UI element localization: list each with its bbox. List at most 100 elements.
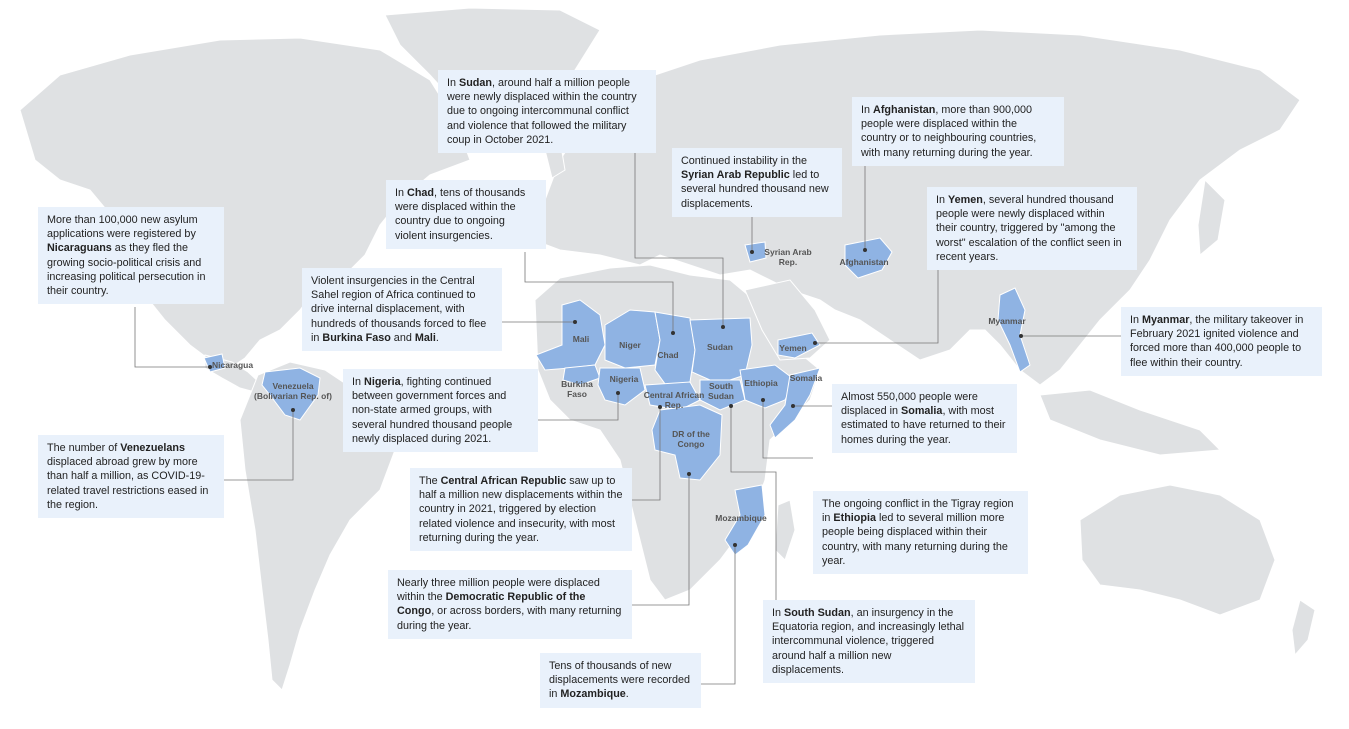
country-label-line: Venezuela	[272, 381, 313, 391]
callout-text: .	[435, 331, 439, 344]
callout-country: Nicaraguans	[47, 242, 112, 255]
callout-text: , tens of thousands were displaced withi…	[395, 187, 526, 242]
leader-sudan	[634, 152, 724, 327]
callout-yemen: In Yemen, several hundred thousand peopl…	[927, 187, 1137, 271]
callout-nicaragua: More than 100,000 new asylum application…	[38, 207, 224, 305]
leader-venezuela	[222, 410, 294, 481]
label-nigeria: Nigeria	[610, 374, 639, 384]
callout-text: , an insurgency in the Equatoria region,…	[772, 607, 965, 676]
callout-text: The number of	[47, 442, 121, 454]
label-syria: Syrian Arab Rep.	[764, 247, 811, 267]
leader-yemen	[815, 268, 939, 344]
callout-text: Nearly three million people were displac…	[397, 577, 600, 604]
callout-country: Burkina Faso	[322, 331, 391, 344]
ethiopia-shape	[739, 364, 796, 409]
dot-nicaragua	[208, 365, 212, 369]
callout-text: led to several million more people being…	[822, 512, 1008, 567]
nigeria-shape	[597, 367, 646, 406]
callout-country: Syrian Arab Republic	[681, 169, 790, 182]
yemen-shape	[777, 332, 821, 359]
callout-text: and	[390, 331, 415, 344]
leader-nicaragua	[134, 307, 210, 368]
callout-text: In	[447, 77, 460, 89]
callout-country: Afghanistan	[873, 104, 936, 116]
country-label-line: Ethiopia	[744, 378, 778, 388]
country-label-line: (Bolivarian Rep. of)	[254, 391, 332, 401]
country-label-line: Syrian Arab	[764, 247, 811, 257]
burkina-faso-shape	[562, 364, 601, 386]
callout-text: saw up to half a million new displacemen…	[419, 475, 623, 544]
callout-country: Venezuelans	[120, 442, 186, 454]
dot-ethiopia	[761, 398, 765, 402]
japan	[1197, 178, 1226, 257]
country-label-line: Sudan	[708, 391, 734, 401]
country-label-line: Nigeria	[610, 374, 639, 384]
syria-shape	[744, 241, 767, 263]
callout-country: Central African Republic	[440, 475, 567, 487]
somalia-shape	[769, 367, 821, 439]
callout-venezuela: The number of Venezuelans displaced abro…	[38, 435, 224, 519]
highlighted-countries	[203, 237, 1031, 556]
dot-myanmar	[1019, 334, 1023, 338]
label-nicaragua: Nicaragua	[212, 360, 253, 370]
label-niger: Niger	[619, 340, 641, 350]
callout-country: Mali	[414, 331, 436, 344]
country-label-line: Faso	[567, 389, 587, 399]
dot-somalia	[791, 404, 795, 408]
venezuela-shape	[261, 367, 321, 421]
callout-text: , more than 900,000 people were displace…	[861, 104, 1037, 159]
callout-country: Chad	[407, 187, 435, 199]
dot-sudan	[721, 325, 725, 329]
label-car: Central African Rep.	[644, 390, 705, 410]
new-zealand	[1291, 599, 1316, 657]
country-label-line: South	[709, 381, 733, 391]
country-label-line: Niger	[619, 340, 641, 350]
leader-nigeria	[538, 393, 619, 421]
label-chad: Chad	[657, 350, 678, 360]
dot-mali	[573, 320, 577, 324]
dot-afghanistan	[863, 248, 867, 252]
country-label-line: Burkina	[561, 379, 593, 389]
afghanistan-shape	[844, 237, 893, 279]
callout-text: In	[352, 376, 365, 388]
callout-sahel: Violent insurgencies in the Central Sahe…	[302, 268, 502, 352]
callout-text: The	[419, 475, 441, 487]
country-label-line: Nicaragua	[212, 360, 253, 370]
dot-car	[658, 405, 662, 409]
country-label-line: Afghanistan	[839, 257, 888, 267]
callout-text: In	[936, 194, 949, 206]
dot-yemen	[813, 341, 817, 345]
label-venezuela: Venezuela (Bolivarian Rep. of)	[254, 381, 332, 401]
callout-text: , or across borders, with many returning…	[397, 605, 622, 632]
callout-text: .	[625, 688, 629, 701]
label-mali: Mali	[573, 334, 590, 344]
callout-country: Somalia	[901, 405, 943, 418]
callout-south-sudan: In South Sudan, an insurgency in the Equ…	[763, 600, 975, 684]
dot-venezuela	[291, 408, 295, 412]
callout-text: The ongoing conflict in the Tigray regio…	[822, 498, 1014, 525]
country-label-line: Congo	[678, 439, 705, 449]
callout-country: Sudan	[459, 77, 493, 89]
callout-text: Tens of thousands of new displacements w…	[549, 660, 691, 701]
dot-mozambique	[733, 543, 737, 547]
callout-mozambique: Tens of thousands of new displacements w…	[540, 653, 701, 708]
callout-afghanistan: In Afghanistan, more than 900,000 people…	[852, 97, 1064, 166]
location-dots	[208, 248, 1023, 547]
callout-car: The Central African Republic saw up to h…	[410, 468, 632, 552]
callout-ethiopia: The ongoing conflict in the Tigray regio…	[813, 491, 1028, 575]
leader-chad	[524, 252, 674, 333]
callout-country: Nigeria	[364, 376, 401, 388]
dot-chad	[671, 331, 675, 335]
label-ethiopia: Ethiopia	[744, 378, 778, 388]
drc-shape	[651, 404, 723, 481]
callout-country: Democratic Republic of the Congo	[397, 591, 586, 618]
callout-text: Violent insurgencies in the Central Sahe…	[311, 275, 487, 344]
callout-myanmar: In Myanmar, the military takeover in Feb…	[1121, 307, 1322, 376]
callout-text: , fighting continued between government …	[352, 376, 513, 445]
country-label-line: Myanmar	[988, 316, 1026, 326]
country-label-line: DR of the	[672, 429, 710, 439]
callout-country: South Sudan	[784, 607, 851, 619]
callout-text: displaced abroad grew by more than half …	[47, 456, 209, 511]
label-myanmar: Myanmar	[988, 316, 1026, 326]
leader-drc	[632, 474, 690, 606]
